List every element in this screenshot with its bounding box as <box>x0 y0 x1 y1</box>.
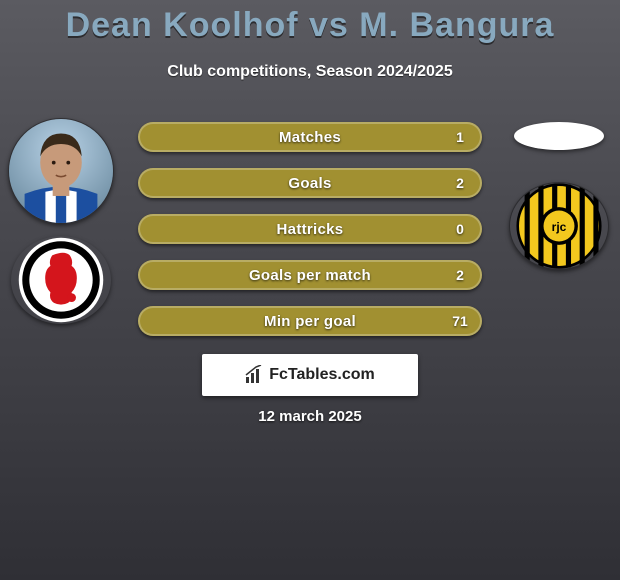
stat-label: Matches <box>138 129 482 146</box>
date-text: 12 march 2025 <box>0 408 620 425</box>
stat-right-value: 2 <box>440 168 480 198</box>
stat-label: Hattricks <box>138 221 482 238</box>
stat-row-min-per-goal: Min per goal 71 <box>138 306 482 336</box>
subtitle: Club competitions, Season 2024/2025 <box>0 63 620 81</box>
stat-right-value: 1 <box>440 122 480 152</box>
stat-row-goals: Goals 2 <box>138 168 482 198</box>
stat-label: Min per goal <box>138 313 482 330</box>
stat-label: Goals per match <box>138 267 482 284</box>
player-right-placeholder <box>514 122 604 150</box>
svg-text:rjc: rjc <box>552 220 567 234</box>
stats-container: Matches 1 Goals 2 Hattricks 0 Goals per … <box>138 122 482 352</box>
player-left-avatar <box>8 118 114 224</box>
left-column <box>6 118 116 324</box>
stat-right-value: 71 <box>440 306 480 336</box>
stat-row-goals-per-match: Goals per match 2 <box>138 260 482 290</box>
bar-chart-icon <box>245 365 265 385</box>
stat-right-value: 2 <box>440 260 480 290</box>
stat-row-hattricks: Hattricks 0 <box>138 214 482 244</box>
club-right-logo: rjc <box>509 182 609 270</box>
brand-box: FcTables.com <box>202 354 418 396</box>
right-column: rjc <box>504 118 614 270</box>
stat-row-matches: Matches 1 <box>138 122 482 152</box>
club-left-logo <box>11 236 111 324</box>
page-title: Dean Koolhof vs M. Bangura <box>0 0 620 45</box>
brand-text: FcTables.com <box>269 366 375 384</box>
stat-label: Goals <box>138 175 482 192</box>
stat-right-value: 0 <box>440 214 480 244</box>
